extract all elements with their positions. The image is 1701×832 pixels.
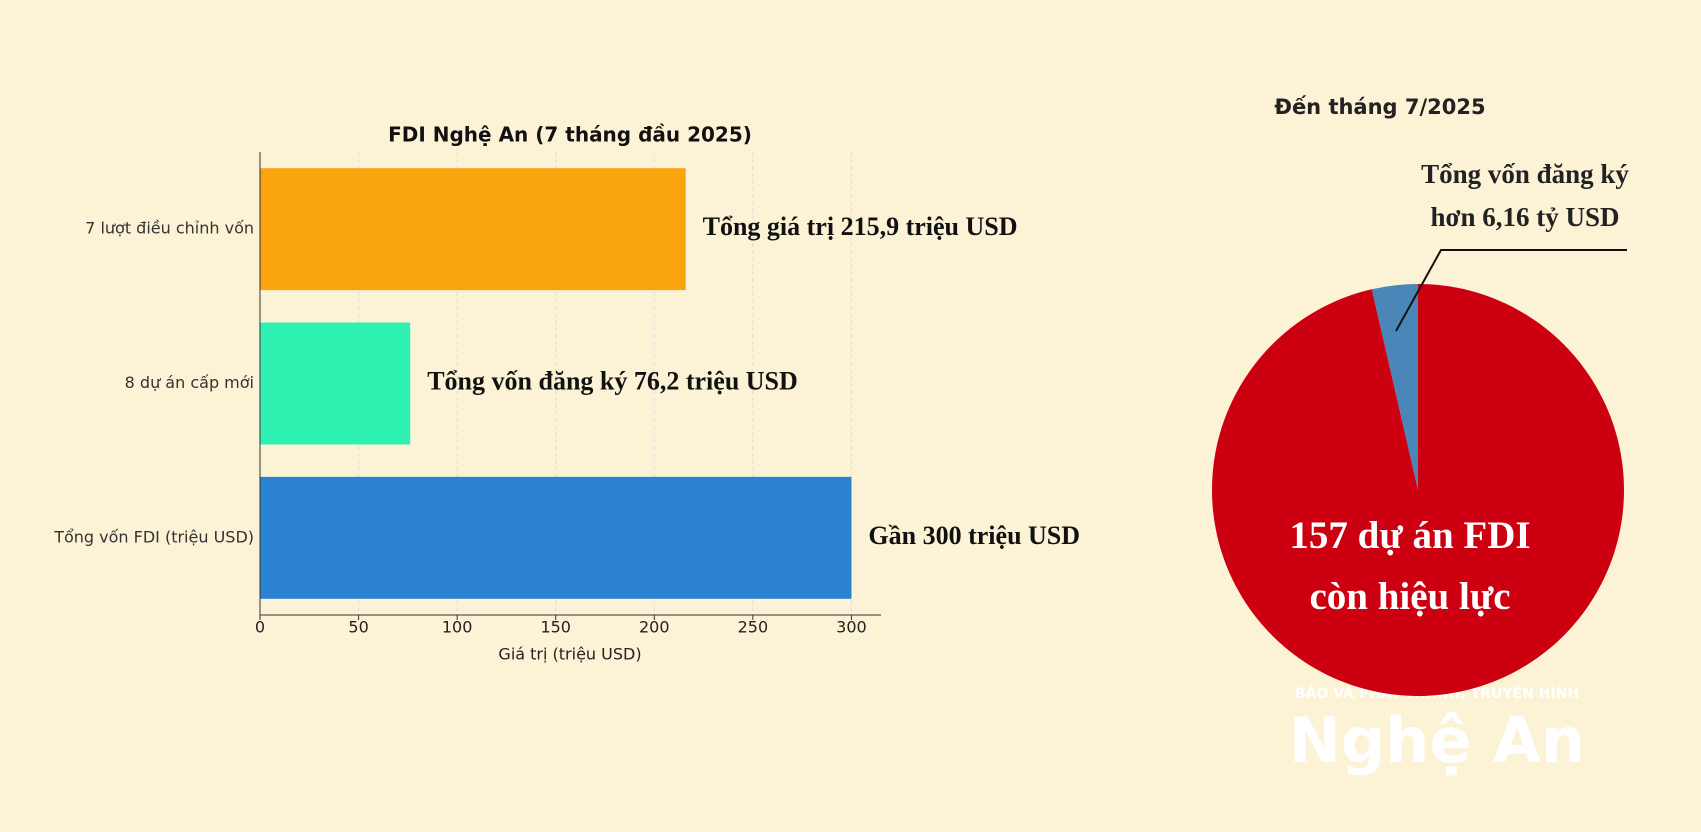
- pie-slice: [1371, 284, 1418, 490]
- x-tick-label: 0: [255, 618, 265, 637]
- pie-chart-title: Đến tháng 7/2025: [1274, 95, 1485, 119]
- y-tick-label: 8 dự án cấp mới: [125, 373, 254, 392]
- pie-label: hơn 6,16 tỷ USD: [1431, 202, 1620, 232]
- pie-label: Tổng vốn đăng ký: [1421, 159, 1629, 189]
- x-tick-label: 150: [540, 618, 571, 637]
- y-tick-label: 7 lượt điều chỉnh vốn: [85, 219, 254, 238]
- pie-label: 157 dự án FDI: [1289, 514, 1530, 557]
- bar-annotation: Gần 300 triệu USD: [868, 521, 1080, 550]
- leader-line: [1395, 249, 1627, 332]
- y-tick-label: Tổng vốn FDI (triệu USD): [53, 527, 254, 546]
- x-tick-label: 50: [348, 618, 368, 637]
- x-tick-label: 200: [639, 618, 670, 637]
- x-tick-label: 300: [836, 618, 867, 637]
- pie-label: còn hiệu lực: [1309, 575, 1510, 618]
- watermark-logo: Nghệ An: [1289, 704, 1585, 777]
- bar-annotation: Tổng giá trị 215,9 triệu USD: [703, 212, 1018, 241]
- bar-chart-title: FDI Nghệ An (7 tháng đầu 2025): [388, 123, 752, 147]
- x-tick-label: 100: [442, 618, 473, 637]
- bar: [260, 168, 686, 291]
- bar: [260, 322, 411, 445]
- x-tick-label: 250: [738, 618, 769, 637]
- bar-annotation: Tổng vốn đăng ký 76,2 triệu USD: [427, 366, 798, 395]
- bar: [260, 476, 852, 599]
- x-axis-label: Giá trị (triệu USD): [498, 645, 641, 664]
- pie-slice: [1211, 284, 1624, 697]
